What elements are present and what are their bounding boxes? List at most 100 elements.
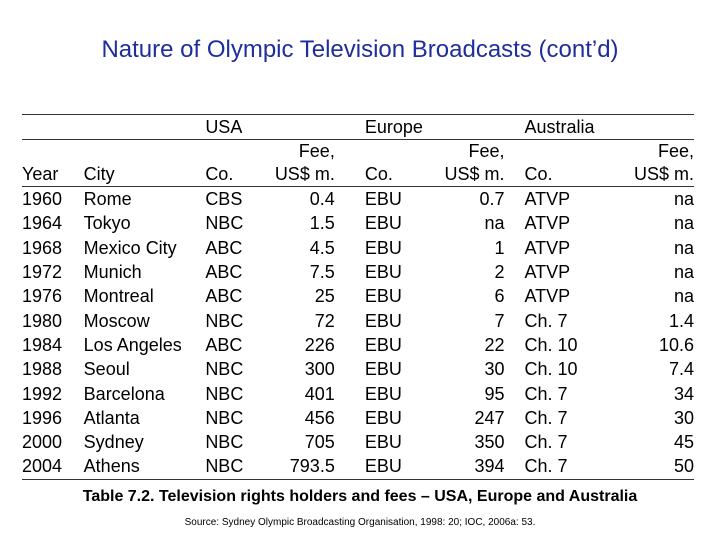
table-row: 1996 Atlanta NBC 456 EBU 247 Ch. 7 30 (22, 406, 694, 430)
cell-year: 1968 (22, 237, 63, 258)
column-header-australia-co: Co. (504, 163, 634, 187)
cell-city: Atlanta (83, 407, 140, 428)
cell-usa-fee: 1.5 (309, 213, 335, 234)
usa-fee-header-line2: US$ m. (264, 163, 335, 187)
table-caption: Table 7.2. Television rights holders and… (82, 488, 638, 505)
cell-usa-company: NBC (205, 454, 265, 480)
cell-australia-fee: 34 (673, 383, 694, 404)
table-row: 2004 Athens NBC 793.5 EBU 394 Ch. 7 50 (22, 454, 694, 480)
cell-europe-fee: 6 (494, 286, 505, 307)
column-header-year: Year (22, 163, 84, 187)
cell-usa-fee: 72 (314, 310, 335, 331)
cell-australia-fee: 30 (673, 407, 694, 428)
cell-europe-fee: 247 (474, 407, 505, 428)
cell-europe-company: EBU (364, 383, 402, 404)
column-header-usa-co: Co. (205, 163, 265, 187)
cell-usa-company: NBC (205, 407, 244, 428)
cell-australia-company: Ch. 7 (524, 310, 568, 331)
cell-australia-company: Ch. 10 (524, 359, 578, 380)
group-header-europe: Europe (334, 114, 445, 140)
cell-australia-fee: 1.4 (668, 310, 694, 331)
cell-year: 1988 (22, 359, 63, 380)
table-fee-header-row: Fee, Fee, Fee, (22, 139, 694, 163)
cell-europe-company: EBU (364, 359, 402, 380)
europe-fee-header-line1: Fee, (444, 139, 505, 163)
cell-city: Los Angeles (83, 334, 182, 355)
cell-australia-company: ATVP (524, 189, 571, 210)
cell-europe-fee: 0.7 (479, 189, 505, 210)
cell-australia-company: ATVP (524, 213, 571, 234)
cell-europe-company: EBU (364, 334, 402, 355)
cell-australia-fee: na (673, 213, 694, 234)
cell-australia-fee: 7.4 (668, 359, 694, 380)
cell-usa-company: ABC (205, 237, 243, 258)
cell-australia-company: Ch. 7 (524, 407, 568, 428)
europe-fee-header-line2: US$ m. (444, 163, 505, 187)
usa-fee-header-line1: Fee, (264, 139, 335, 163)
cell-usa-company: ABC (205, 262, 243, 283)
cell-australia-fee: na (673, 189, 694, 210)
table-row: 1984 Los Angeles ABC 226 EBU 22 Ch. 10 10.6 (22, 333, 694, 357)
cell-usa-fee: 4.5 (309, 237, 335, 258)
cell-australia-fee: na (673, 237, 694, 258)
cell-europe-company: EBU (364, 262, 402, 283)
table-row: 1968 Mexico City ABC 4.5 EBU 1 ATVP na (22, 236, 694, 260)
cell-europe-company: EBU (334, 454, 445, 480)
cell-europe-company: EBU (364, 213, 402, 234)
cell-city: Moscow (83, 310, 150, 331)
table-row: 1988 Seoul NBC 300 EBU 30 Ch. 10 7.4 (22, 357, 694, 381)
cell-year: 2000 (22, 432, 63, 453)
cell-europe-company: EBU (364, 407, 402, 428)
cell-city: Munich (83, 262, 142, 283)
cell-city: Athens (83, 454, 206, 480)
cell-year: 2004 (22, 454, 84, 480)
cell-australia-fee: na (673, 286, 694, 307)
cell-usa-company: NBC (205, 359, 244, 380)
table-group-header-row: USA Europe Australia (22, 114, 694, 140)
cell-year: 1984 (22, 334, 63, 355)
rights-fees-table: USA Europe Australia Fee, Fee, Fee, Year… (22, 114, 694, 480)
cell-year: 1964 (22, 213, 63, 234)
cell-usa-company: NBC (205, 213, 244, 234)
cell-year: 1996 (22, 407, 63, 428)
group-header-australia: Australia (504, 114, 634, 140)
australia-fee-header-line2: US$ m. (633, 163, 694, 187)
table-row: 2000 Sydney NBC 705 EBU 350 Ch. 7 45 (22, 430, 694, 454)
cell-usa-company: ABC (205, 334, 243, 355)
table-row: 1972 Munich ABC 7.5 EBU 2 ATVP na (22, 260, 694, 284)
cell-year: 1972 (22, 262, 63, 283)
cell-australia-company: Ch. 7 (524, 432, 568, 453)
table-row: 1980 Moscow NBC 72 EBU 7 Ch. 7 1.4 (22, 308, 694, 332)
cell-usa-fee: 300 (304, 359, 335, 380)
cell-usa-fee: 7.5 (309, 262, 335, 283)
cell-europe-fee: 394 (444, 454, 505, 480)
cell-europe-company: EBU (364, 189, 402, 210)
cell-australia-company: Ch. 10 (524, 334, 578, 355)
cell-usa-fee: 401 (304, 383, 335, 404)
cell-australia-company: ATVP (524, 262, 571, 283)
cell-europe-fee: 30 (484, 359, 505, 380)
cell-europe-company: EBU (364, 310, 402, 331)
cell-usa-company: NBC (205, 383, 244, 404)
cell-europe-fee: 95 (484, 383, 505, 404)
cell-usa-fee: 226 (304, 334, 335, 355)
table-row: 1960 Rome CBS 0.4 EBU 0.7 ATVP na (22, 187, 694, 212)
cell-city: Rome (83, 189, 132, 210)
cell-australia-fee: 50 (633, 454, 694, 480)
cell-australia-company: ATVP (524, 237, 571, 258)
table-row: 1976 Montreal ABC 25 EBU 6 ATVP na (22, 284, 694, 308)
cell-europe-fee: 350 (474, 432, 505, 453)
cell-australia-fee: 45 (673, 432, 694, 453)
source-note: Source: Sydney Olympic Broadcasting Orga… (184, 517, 536, 528)
cell-australia-fee: na (673, 262, 694, 283)
cell-usa-fee: 793.5 (264, 454, 335, 480)
cell-city: Seoul (83, 359, 130, 380)
table-column-header-row: Year City Co. US$ m. Co. US$ m. Co. US$ … (22, 163, 694, 187)
cell-usa-company: ABC (205, 286, 243, 307)
cell-year: 1992 (22, 383, 63, 404)
cell-usa-fee: 25 (314, 286, 335, 307)
column-header-europe-co: Co. (334, 163, 445, 187)
cell-usa-company: NBC (205, 310, 244, 331)
table-row: 1964 Tokyo NBC 1.5 EBU na ATVP na (22, 211, 694, 235)
cell-year: 1980 (22, 310, 63, 331)
